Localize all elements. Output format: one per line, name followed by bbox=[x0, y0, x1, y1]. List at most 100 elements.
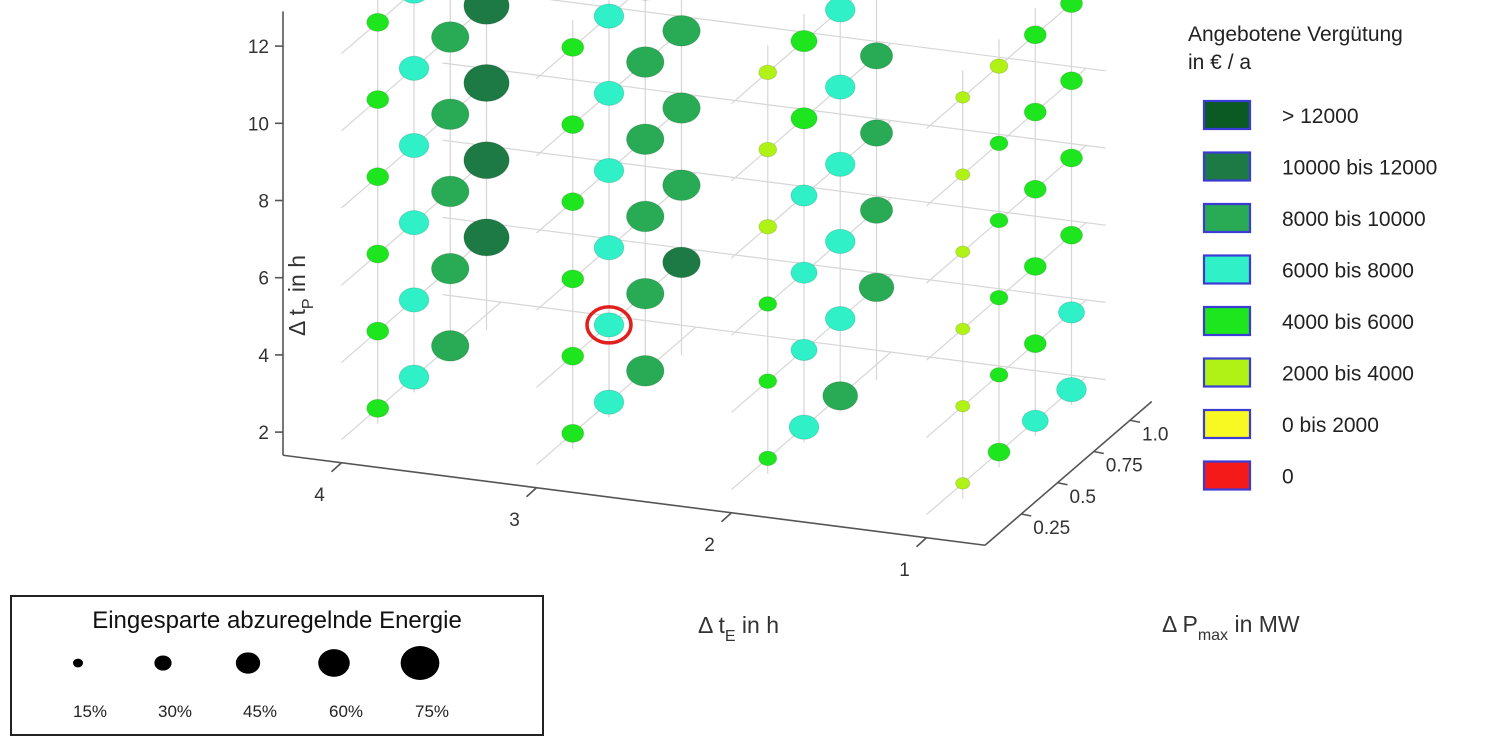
data-point bbox=[955, 245, 971, 259]
color-legend-label: 0 bis 2000 bbox=[1282, 414, 1379, 437]
size-legend-bubble bbox=[400, 646, 440, 680]
data-point bbox=[430, 175, 470, 208]
data-point bbox=[824, 306, 856, 332]
color-legend-swatch bbox=[1202, 305, 1252, 337]
data-point bbox=[366, 398, 390, 418]
data-point bbox=[593, 157, 625, 184]
data-point bbox=[824, 151, 856, 177]
data-point bbox=[859, 196, 894, 224]
color-legend-swatch bbox=[1202, 151, 1252, 182]
data-point bbox=[625, 46, 665, 78]
color-legend-swatch bbox=[1202, 357, 1252, 388]
data-point bbox=[366, 167, 390, 187]
grid-line bbox=[442, 216, 1106, 303]
data-point bbox=[758, 373, 778, 389]
data-point bbox=[593, 3, 625, 29]
grid-line bbox=[926, 0, 1077, 130]
size-legend-title: Eingesparte abzuregelnde Energie bbox=[92, 607, 462, 634]
color-legend-title: Angebotene Vergütung bbox=[1188, 23, 1403, 46]
x-tick-mark bbox=[330, 462, 343, 473]
data-point bbox=[859, 119, 894, 147]
x-tick-label: 3 bbox=[509, 510, 520, 531]
data-point bbox=[366, 244, 390, 264]
data-point bbox=[955, 322, 971, 336]
size-legend-label: 45% bbox=[243, 702, 277, 721]
data-point bbox=[561, 346, 585, 366]
data-point bbox=[561, 269, 585, 289]
data-point bbox=[989, 58, 1009, 74]
data-point bbox=[430, 98, 470, 131]
data-point bbox=[1057, 301, 1086, 324]
color-legend-label: 2000 bis 4000 bbox=[1282, 363, 1414, 386]
data-point bbox=[593, 389, 625, 415]
data-point bbox=[824, 0, 856, 23]
y-tick-label: 0.5 bbox=[1070, 487, 1096, 508]
data-point bbox=[398, 55, 430, 81]
data-point bbox=[758, 450, 778, 467]
x-tick-mark bbox=[525, 487, 538, 498]
highlight-ring bbox=[585, 305, 633, 345]
grid-line bbox=[926, 67, 1087, 207]
data-point bbox=[593, 312, 625, 338]
data-point bbox=[463, 0, 510, 25]
data-point bbox=[955, 91, 971, 104]
data-point bbox=[625, 355, 665, 387]
x-tick-label: 1 bbox=[899, 560, 910, 581]
data-point bbox=[625, 123, 665, 156]
data-point bbox=[788, 414, 820, 440]
color-legend-label: 8000 bis 10000 bbox=[1282, 208, 1426, 231]
data-point bbox=[398, 210, 430, 236]
data-point bbox=[824, 228, 856, 255]
size-legend-label: 75% bbox=[415, 702, 449, 721]
z-tick-label: 12 bbox=[248, 37, 269, 58]
z-axis-label: Δ tP in h bbox=[284, 255, 317, 336]
grid-line bbox=[926, 145, 1087, 284]
data-point bbox=[790, 107, 818, 130]
grid-line bbox=[442, 294, 1106, 381]
grid-line bbox=[442, 62, 1106, 149]
size-legend-frame bbox=[10, 595, 544, 736]
y-axis-line bbox=[984, 400, 1153, 546]
data-point bbox=[561, 192, 585, 212]
data-point bbox=[989, 135, 1009, 152]
color-legend-label: > 12000 bbox=[1282, 105, 1359, 128]
data-point bbox=[662, 246, 701, 279]
tick-labels: 2 4 6 8 10 12 4 3 2 1 1.0 0.75 0.50.25 bbox=[248, 37, 1169, 581]
data-point bbox=[858, 272, 895, 303]
grid-line bbox=[442, 139, 1106, 226]
size-legend-bubble bbox=[72, 658, 84, 668]
data-point bbox=[989, 367, 1009, 383]
data-point bbox=[824, 74, 856, 100]
x-tick-label: 2 bbox=[704, 535, 715, 556]
color-legend-items: > 12000 10000 bis 12000 8000 bis 10000 6000… bbox=[1202, 99, 1437, 491]
z-tick-label: 6 bbox=[258, 269, 269, 290]
data-point bbox=[989, 289, 1009, 306]
data-point bbox=[366, 90, 390, 110]
data-point bbox=[366, 321, 390, 341]
x-tick-mark bbox=[720, 512, 733, 523]
y-tick-mark bbox=[1129, 419, 1141, 424]
z-tick-label: 10 bbox=[248, 114, 269, 135]
color-legend-swatch bbox=[1202, 254, 1252, 285]
size-legend-bubble bbox=[318, 649, 350, 677]
data-point bbox=[1059, 0, 1084, 14]
data-point bbox=[758, 218, 778, 235]
y-tick-mark bbox=[1057, 481, 1068, 486]
color-legend-swatch bbox=[1202, 202, 1252, 234]
data-point bbox=[859, 42, 894, 70]
data-point bbox=[625, 277, 665, 310]
grid-line bbox=[341, 0, 405, 55]
data-point bbox=[1056, 376, 1087, 403]
size-legend: Eingesparte abzuregelnde Energie 15% 30% 4… bbox=[10, 595, 544, 736]
data-point bbox=[561, 423, 585, 443]
y-tick-label: 0.75 bbox=[1106, 456, 1143, 477]
data-point bbox=[1023, 179, 1047, 199]
data-point bbox=[1059, 71, 1084, 91]
grid-line bbox=[926, 222, 1087, 361]
data-point bbox=[822, 381, 859, 411]
color-legend-label: 6000 bis 8000 bbox=[1282, 260, 1414, 283]
data-point bbox=[593, 235, 625, 261]
data-point bbox=[758, 64, 778, 81]
data-point bbox=[1059, 148, 1084, 168]
